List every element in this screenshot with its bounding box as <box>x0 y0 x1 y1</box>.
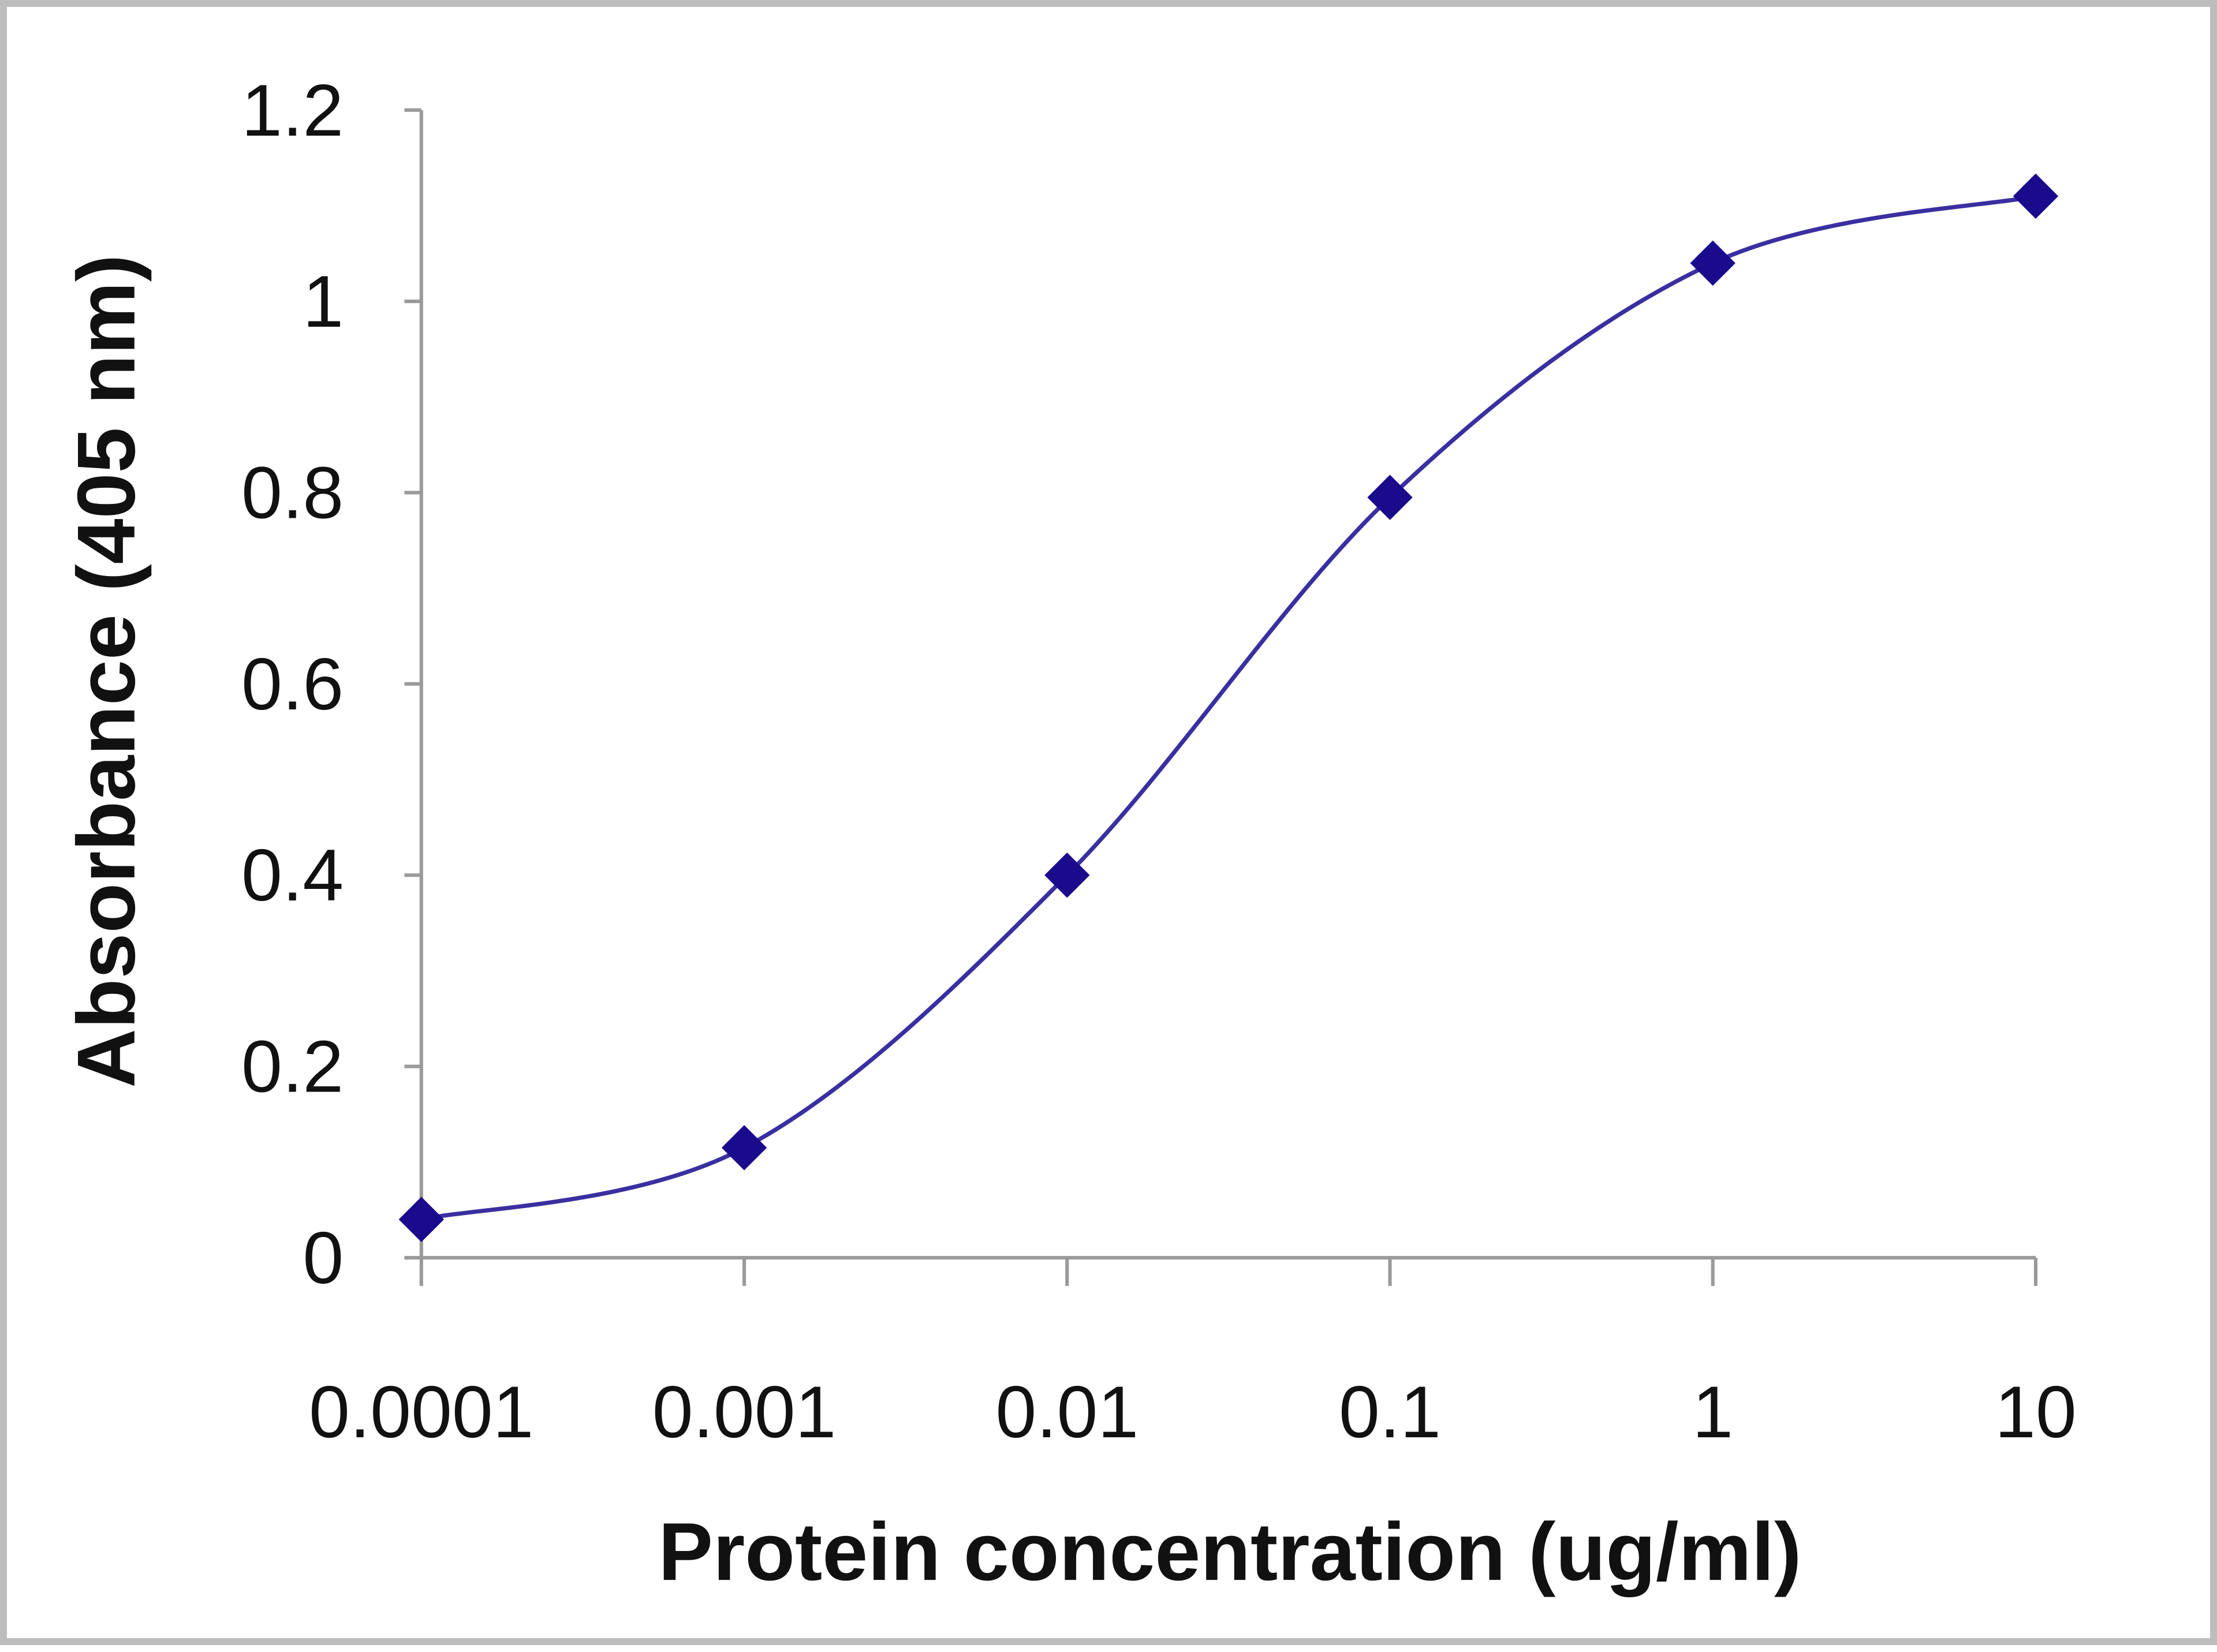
x-tick-label: 0.001 <box>652 1371 837 1453</box>
x-axis: 0.0001 0.001 0.01 0.1 1 10 <box>309 1255 2077 1453</box>
y-tick-label: 0.8 <box>241 452 344 534</box>
x-tick-label: 0.0001 <box>309 1371 533 1453</box>
diamond-marker <box>1690 240 1735 286</box>
series-line <box>421 194 2036 1222</box>
x-tick-label: 0.01 <box>995 1371 1139 1453</box>
diamond-marker <box>398 1197 444 1242</box>
x-tick-label: 10 <box>1995 1371 2077 1453</box>
y-tick-label: 0.2 <box>241 1026 344 1108</box>
diamond-marker <box>2013 173 2059 219</box>
line-chart: 00.20.40.60.811.2 0.0001 0.001 0.01 0.1 1 10 … <box>61 69 2077 1598</box>
y-axis: 0 0.2 0.4 0.6 0.8 1 1.2 <box>241 69 423 1299</box>
y-axis-title: Absorbance (405 nm) <box>61 255 152 1088</box>
x-axis-title: Protein concentration (ug/ml) <box>658 1506 1801 1598</box>
x-tick-label: 1 <box>1692 1371 1733 1453</box>
y-tick-label: 1.2 <box>241 69 344 151</box>
diamond-marker <box>1044 852 1090 898</box>
y-tick-label: 0.4 <box>241 834 344 916</box>
x-tick-label: 0.1 <box>1339 1371 1441 1453</box>
y-tick-label: 1 <box>303 260 344 342</box>
series-layer <box>398 173 2059 1242</box>
y-tick-label: 0 <box>303 1217 344 1299</box>
y-tick-label: 0.6 <box>241 643 344 725</box>
diamond-marker <box>1367 474 1413 520</box>
diamond-marker <box>721 1125 767 1171</box>
